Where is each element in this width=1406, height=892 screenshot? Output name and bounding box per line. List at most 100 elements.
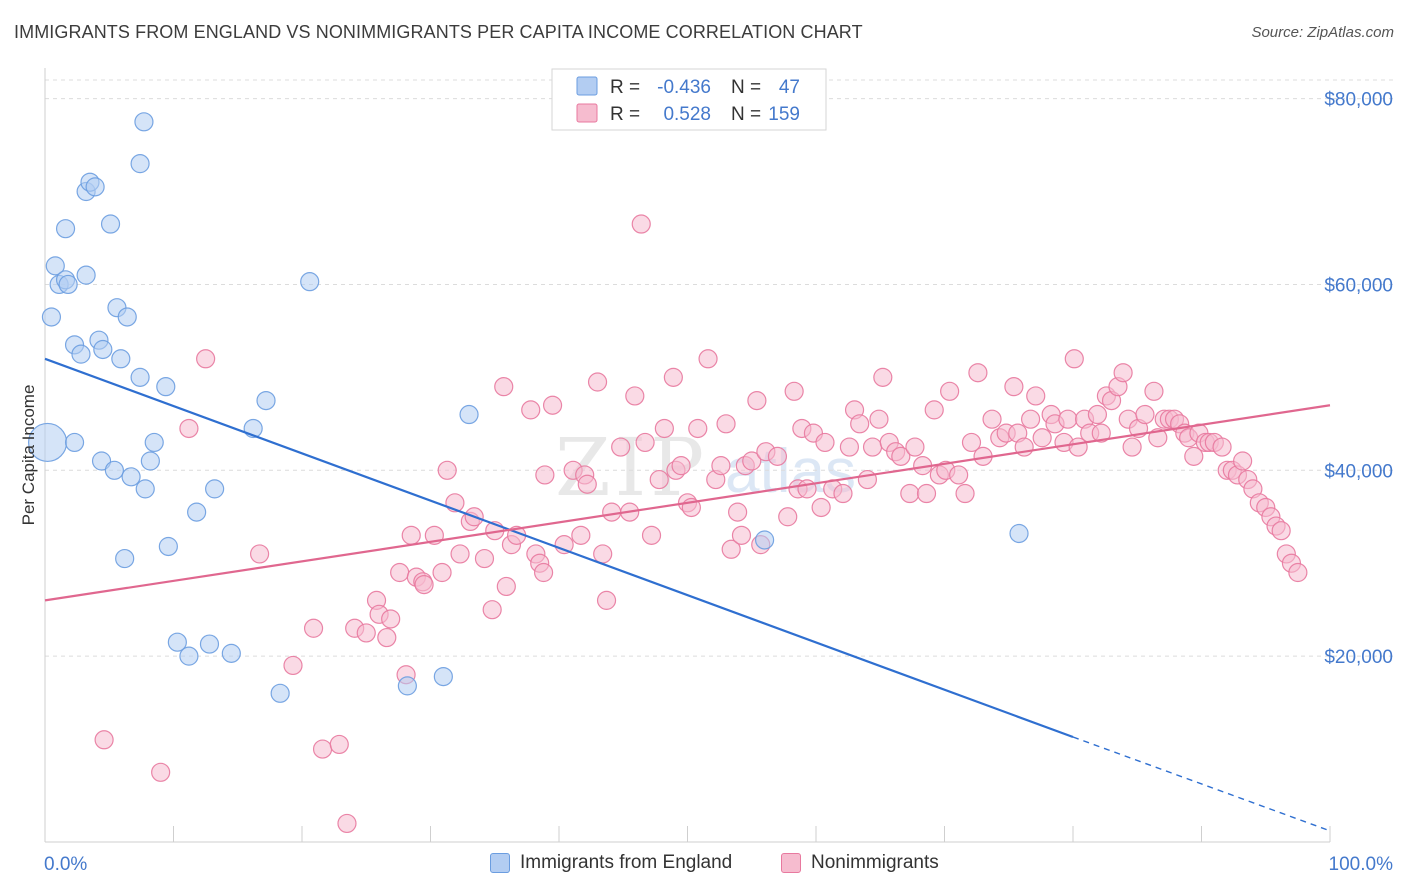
nonimmigrants-point (641, 525, 662, 545)
trend-lines (44, 357, 1331, 832)
nonimmigrants-point (356, 623, 376, 643)
immigrants-point (156, 377, 176, 397)
bottom-legend-nonimmigrants: Nonimmigrants (781, 852, 939, 874)
legend-box (551, 68, 827, 131)
nonimmigrants-point (474, 548, 495, 569)
nonimmigrants-trend-line (44, 404, 1331, 602)
immigrants-point (179, 646, 199, 666)
nonimmigrants-point (596, 590, 617, 610)
nonimmigrants-point (521, 400, 541, 420)
nonimmigrants-point (862, 437, 883, 457)
nonimmigrants-point (698, 349, 718, 369)
nonimmigrants-point (961, 432, 982, 453)
nonimmigrants-point (602, 502, 622, 522)
legend-n-value-1: 47 (779, 77, 800, 98)
nonimmigrants-point (1144, 381, 1164, 401)
bottom-legend-immigrants: Immigrants from England (490, 852, 732, 874)
nonimmigrants-point (1212, 437, 1232, 457)
nonimmigrants-point (635, 432, 655, 453)
bottom-legend-label-nonimmigrants: Nonimmigrants (811, 852, 939, 873)
y-tick-label: $20,000 (1324, 647, 1393, 668)
nonimmigrants-point (778, 507, 798, 527)
nonimmigrants-point (857, 469, 878, 490)
nonimmigrants-point (312, 739, 333, 759)
nonimmigrants-point (1233, 451, 1253, 471)
nonimmigrants-point (631, 214, 651, 234)
immigrants-point (270, 683, 290, 703)
legend-swatch-blue (490, 853, 510, 873)
nonimmigrants-point (747, 390, 767, 411)
nonimmigrants-point (1020, 409, 1041, 429)
nonimmigrants-point (542, 395, 563, 415)
nonimmigrants-point (1004, 377, 1024, 397)
nonimmigrants-point (711, 456, 731, 476)
nonimmigrants-point (494, 377, 514, 397)
immigrants-point (135, 479, 155, 499)
nonimmigrants-point (587, 372, 608, 392)
nonimmigrants-point (1288, 562, 1308, 583)
immigrants-trend-extrapolation (1072, 736, 1331, 832)
nonimmigrants-point (535, 465, 555, 485)
immigrants-point (754, 530, 775, 550)
immigrants-point (140, 451, 160, 471)
nonimmigrants-points (94, 214, 1308, 834)
nonimmigrants-point (688, 418, 708, 439)
nonimmigrants-point (249, 544, 270, 564)
immigrants-point (459, 404, 479, 425)
nonimmigrants-point (337, 813, 357, 834)
immigrants-point (58, 274, 78, 295)
nonimmigrants-point (1032, 428, 1052, 448)
nonimmigrants-point (303, 618, 324, 638)
nonimmigrants-point (450, 544, 470, 564)
immigrants-point (85, 177, 105, 197)
nonimmigrants-point (797, 479, 817, 499)
nonimmigrants-point (1091, 423, 1111, 443)
immigrants-point (158, 536, 178, 557)
nonimmigrants-point (381, 609, 401, 629)
nonimmigrants-point (329, 734, 349, 755)
nonimmigrants-point (671, 456, 691, 476)
y-tick-label: $60,000 (1324, 275, 1393, 296)
x-tick-label: 0.0% (44, 854, 87, 875)
nonimmigrants-point (377, 627, 397, 648)
nonimmigrants-point (940, 381, 960, 401)
nonimmigrants-point (649, 469, 669, 490)
nonimmigrants-point (1026, 386, 1046, 406)
nonimmigrants-point (916, 483, 937, 504)
source-credit: Source: ZipAtlas.com (1251, 24, 1394, 41)
nonimmigrants-point (1122, 437, 1142, 457)
legend-r-value-1: -0.436 (657, 77, 711, 98)
nonimmigrants-point (414, 574, 434, 595)
nonimmigrants-point (891, 446, 911, 466)
nonimmigrants-point (196, 349, 216, 369)
immigrants-point (256, 390, 276, 411)
nonimmigrants-point (94, 730, 114, 750)
immigrants-points (27, 112, 1029, 703)
nonimmigrants-point (437, 460, 457, 480)
immigrants-point (71, 344, 91, 364)
immigrants-point (93, 339, 113, 360)
immigrants-trend-line (44, 357, 1074, 739)
nonimmigrants-point (1135, 404, 1155, 425)
immigrants-point (121, 467, 141, 487)
nonimmigrants-point (432, 562, 452, 583)
legend-swatch-pink (781, 853, 801, 873)
nonimmigrants-point (1087, 404, 1108, 425)
immigrants-point (111, 349, 131, 369)
nonimmigrants-point (283, 655, 303, 676)
immigrants-point (134, 112, 154, 132)
y-axis-label: Per Capita Income (19, 385, 38, 526)
nonimmigrants-point (390, 562, 410, 583)
nonimmigrants-point (811, 497, 831, 518)
nonimmigrants-point (924, 400, 944, 420)
immigrants-point (115, 548, 135, 569)
immigrants-point (167, 632, 187, 652)
legend-swatch-immigrants (576, 76, 598, 96)
nonimmigrants-point (654, 418, 674, 439)
nonimmigrants-point (482, 600, 502, 620)
nonimmigrants-point (731, 525, 752, 545)
nonimmigrants-point (151, 762, 171, 782)
legend-n-label-1: N = (731, 77, 761, 98)
nonimmigrants-point (1271, 521, 1291, 541)
